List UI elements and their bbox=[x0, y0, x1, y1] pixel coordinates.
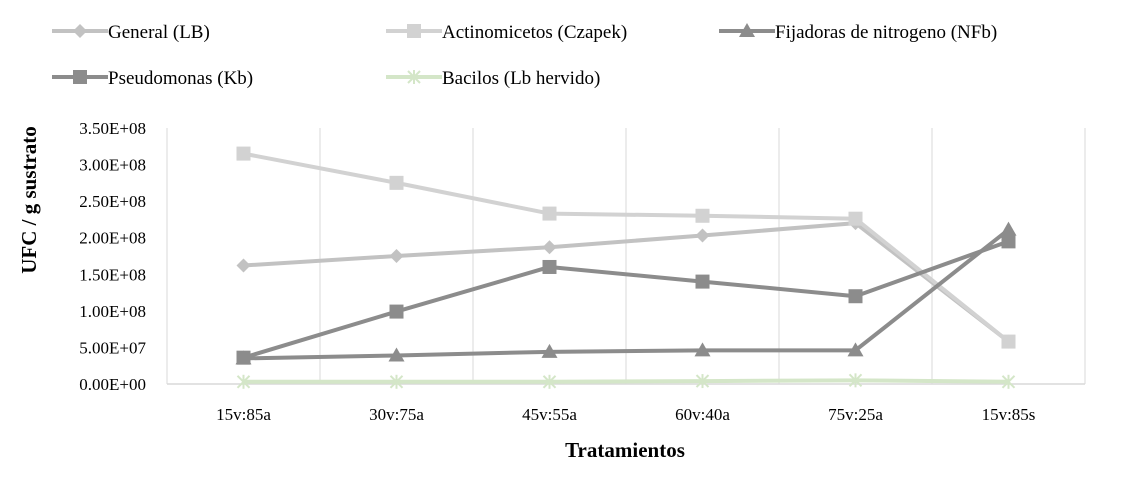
data-point-fijadoras-de-nitrogeno-nfb bbox=[694, 342, 711, 357]
legend-item-actinomicetos-czapek: Actinomicetos (Czapek) bbox=[386, 22, 627, 43]
legend-label: Actinomicetos (Czapek) bbox=[442, 22, 627, 43]
data-point-bacilos-lb-hervido bbox=[695, 374, 710, 389]
data-point-pseudomonas-kb bbox=[236, 350, 251, 365]
data-point-pseudomonas-kb bbox=[1001, 234, 1016, 249]
x-tick-label: 75v:25a bbox=[828, 405, 883, 424]
legend-item-bacilos-lb-hervido: Bacilos (Lb hervido) bbox=[386, 68, 600, 89]
data-point-fijadoras-de-nitrogeno-nfb bbox=[541, 343, 558, 358]
y-tick-label: 3.00E+08 bbox=[79, 156, 146, 175]
x-tick-label: 30v:75a bbox=[369, 405, 424, 424]
y-tick-label: 1.00E+08 bbox=[79, 302, 146, 321]
data-point-general-lb bbox=[542, 240, 557, 255]
y-tick-label: 2.00E+08 bbox=[79, 229, 146, 248]
data-point-bacilos-lb-hervido bbox=[236, 374, 251, 389]
data-point-general-lb bbox=[236, 258, 251, 273]
series-line-general-lb bbox=[243, 221, 1010, 344]
y-axis-title: UFC / g sustrato bbox=[17, 126, 41, 274]
axes: 0.00E+00 5.00E+07 1.00E+08 1.50E+08 2.00E+08… bbox=[79, 119, 1085, 424]
data-point-actinomicetos-czapek bbox=[389, 175, 404, 190]
data-point-fijadoras-de-nitrogeno-nfb bbox=[1000, 221, 1017, 236]
y-tick-label: 1.50E+08 bbox=[79, 265, 146, 284]
legend-marker bbox=[739, 23, 755, 37]
legend-marker bbox=[73, 70, 87, 84]
legend-label: Bacilos (Lb hervido) bbox=[442, 68, 600, 89]
grid bbox=[166, 128, 1086, 384]
data-point-general-lb bbox=[389, 249, 404, 263]
data-point-bacilos-lb-hervido bbox=[542, 374, 557, 389]
series-line-actinomicetos-czapek bbox=[243, 151, 1010, 344]
legend-item-general-lb: General (LB) bbox=[52, 22, 210, 43]
y-tick-label: 0.00E+00 bbox=[79, 375, 146, 394]
legend-label: Pseudomonas (Kb) bbox=[108, 68, 253, 89]
series-bacilos-lb-hervido bbox=[236, 373, 1016, 389]
series-line-pseudomonas-kb bbox=[242, 239, 1010, 360]
x-tick-label: 45v:55a bbox=[522, 405, 577, 424]
y-tick-label: 2.50E+08 bbox=[79, 192, 146, 211]
data-point-actinomicetos-czapek bbox=[236, 146, 251, 161]
data-point-general-lb bbox=[695, 228, 710, 243]
legend-label: Fijadoras de nitrogeno (NFb) bbox=[775, 22, 997, 43]
data-point-fijadoras-de-nitrogeno-nfb bbox=[847, 342, 864, 357]
data-point-pseudomonas-kb bbox=[695, 274, 710, 289]
data-point-actinomicetos-czapek bbox=[1001, 334, 1016, 349]
legend-item-fijadoras-de-nitrogeno-nfb: Fijadoras de nitrogeno (NFb) bbox=[719, 22, 997, 43]
y-tick-label: 3.50E+08 bbox=[79, 119, 146, 138]
legend: General (LB) Actinomicetos (Czapek) Fijado… bbox=[52, 22, 997, 89]
legend-marker bbox=[407, 24, 421, 38]
y-tick-label: 5.00E+07 bbox=[79, 338, 146, 357]
series-line-bacilos-lb-hervido bbox=[243, 378, 1009, 384]
series-actinomicetos-czapek bbox=[236, 146, 1016, 349]
series-group bbox=[235, 146, 1017, 389]
legend-item-pseudomonas-kb: Pseudomonas (Kb) bbox=[52, 68, 253, 89]
data-point-pseudomonas-kb bbox=[542, 259, 557, 274]
data-point-pseudomonas-kb bbox=[389, 304, 404, 319]
data-point-pseudomonas-kb bbox=[848, 289, 863, 304]
legend-marker bbox=[407, 70, 421, 84]
legend-marker bbox=[73, 24, 87, 38]
data-point-bacilos-lb-hervido bbox=[848, 373, 863, 388]
data-point-actinomicetos-czapek bbox=[695, 208, 710, 223]
x-tick-label: 60v:40a bbox=[675, 405, 730, 424]
data-point-actinomicetos-czapek bbox=[848, 211, 863, 226]
data-point-actinomicetos-czapek bbox=[542, 206, 557, 221]
x-axis-title: Tratamientos bbox=[565, 438, 685, 462]
legend-label: General (LB) bbox=[108, 22, 210, 43]
x-tick-label: 15v:85a bbox=[216, 405, 271, 424]
x-tick-label: 15v:85s bbox=[982, 405, 1036, 424]
series-pseudomonas-kb bbox=[236, 234, 1016, 365]
data-point-bacilos-lb-hervido bbox=[389, 374, 404, 389]
data-point-bacilos-lb-hervido bbox=[1001, 374, 1016, 389]
data-point-fijadoras-de-nitrogeno-nfb bbox=[388, 347, 405, 362]
series-line-fijadoras-de-nitrogeno-nfb bbox=[243, 228, 1010, 361]
